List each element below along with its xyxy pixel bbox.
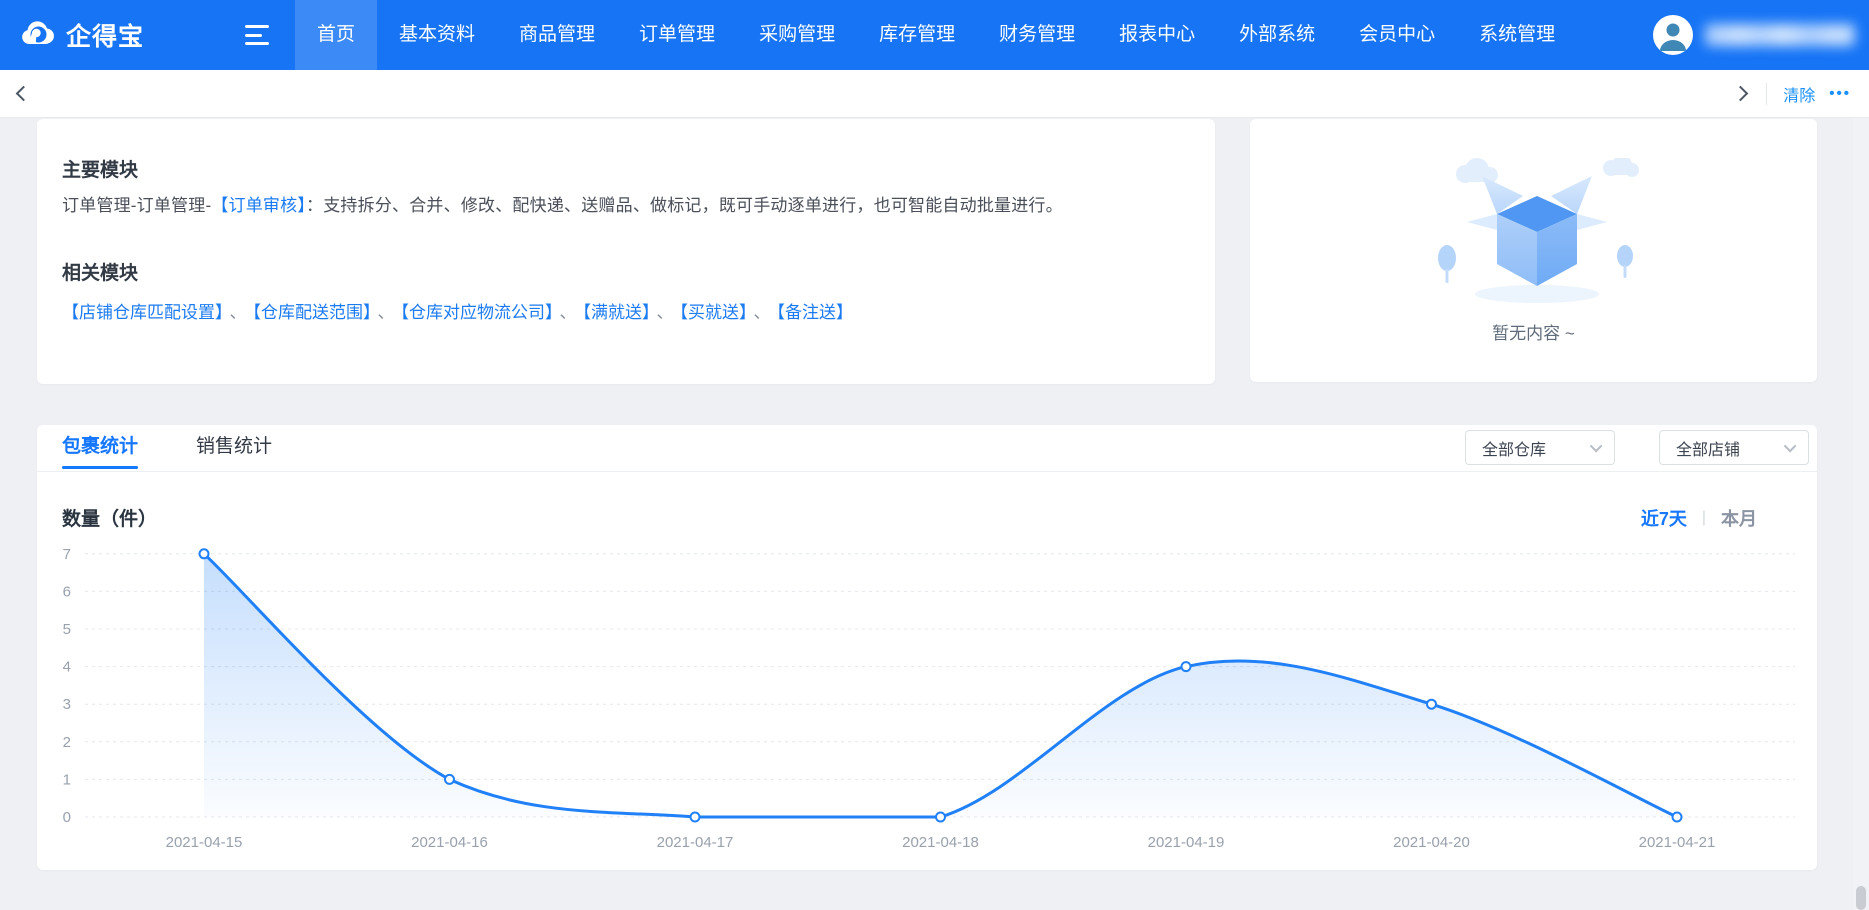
nav-item-home[interactable]: 首页 — [295, 0, 378, 70]
related-module-title: 相关模块 — [62, 263, 139, 284]
tab-package-stats[interactable]: 包裹统计 — [62, 425, 139, 469]
nav-item-basic-data[interactable]: 基本资料 — [399, 24, 476, 45]
nav-item-report-center[interactable]: 报表中心 — [1119, 24, 1196, 45]
nav-item-member-center[interactable]: 会员中心 — [1359, 24, 1436, 45]
stats-filters: 全部仓库 全部店铺 — [1465, 430, 1809, 465]
main-module-title: 主要模块 — [62, 160, 139, 181]
tab-sales-stats[interactable]: 销售统计 — [196, 436, 273, 457]
link-separator: 、 — [229, 303, 247, 322]
link-warehouse-delivery-range[interactable]: 【仓库配送范围】 — [252, 303, 372, 322]
nav-item-finance-mgmt[interactable]: 财务管理 — [999, 24, 1076, 45]
svg-text:7: 7 — [63, 546, 71, 563]
link-remark-gift[interactable]: 【备注送】 — [776, 303, 854, 322]
warehouse-select[interactable]: 全部仓库 — [1465, 430, 1615, 465]
module-path-text: 订单管理-订单管理- — [62, 196, 212, 215]
empty-state-text: 暂无内容 ~ — [1492, 323, 1575, 343]
chart-header: 数量（件） 近7天 | 本月 — [37, 504, 1817, 531]
link-separator: 、 — [656, 303, 674, 322]
link-separator: 、 — [377, 303, 395, 322]
shop-select-value: 全部店铺 — [1676, 441, 1741, 459]
range-last7days-button[interactable]: 近7天 — [1640, 508, 1687, 529]
more-menu-icon[interactable]: ••• — [1829, 85, 1851, 102]
chevron-down-icon — [1783, 439, 1797, 453]
link-buy-gift[interactable]: 【买就送】 — [679, 303, 748, 322]
svg-text:0: 0 — [63, 809, 71, 826]
navbar-user-area — [1653, 15, 1869, 55]
shop-select[interactable]: 全部店铺 — [1659, 430, 1809, 465]
chart-title: 数量（件） — [62, 509, 158, 530]
svg-text:2021-04-17: 2021-04-17 — [657, 834, 734, 851]
empty-box-illustration — [1437, 157, 1639, 303]
link-separator: 、 — [559, 303, 577, 322]
link-warehouse-logistics[interactable]: 【仓库对应物流公司】 — [400, 303, 554, 322]
nav-item-order-mgmt[interactable]: 订单管理 — [639, 24, 716, 45]
nav-item-external-system[interactable]: 外部系统 — [1239, 24, 1316, 45]
range-divider: | — [1701, 508, 1706, 526]
page-toolbar: 清除 ••• — [0, 70, 1869, 118]
nav-item-product-mgmt[interactable]: 商品管理 — [519, 24, 596, 45]
related-links-row: 【店铺仓库匹配设置】、【仓库配送范围】、【仓库对应物流公司】、【满就送】、【买就… — [62, 298, 1190, 323]
menu-collapse-icon[interactable] — [245, 25, 271, 45]
empty-content-card: 暂无内容 ~ — [1250, 119, 1817, 382]
svg-text:2021-04-19: 2021-04-19 — [1148, 834, 1225, 851]
nav-menu: 首页 基本资料 商品管理 订单管理 采购管理 库存管理 财务管理 报表中心 外部… — [295, 0, 1577, 70]
nav-item-inventory-mgmt[interactable]: 库存管理 — [879, 24, 956, 45]
user-icon — [1660, 23, 1686, 51]
svg-text:1: 1 — [63, 771, 71, 788]
svg-text:2021-04-15: 2021-04-15 — [166, 834, 243, 851]
package-count-area-chart: 0 1 2 3 4 5 6 7 2021-04-15 2021-04-16 2021-04-17 20… — [63, 546, 1795, 851]
nav-item-purchase-mgmt[interactable]: 采购管理 — [759, 24, 836, 45]
svg-text:6: 6 — [63, 583, 71, 600]
order-audit-link[interactable]: 【订单审核】 — [211, 196, 307, 215]
module-info-card: 主要模块 订单管理-订单管理-【订单审核】：支持拆分、合并、修改、配快递、送赠品… — [37, 119, 1215, 384]
page-scrollbar-track[interactable] — [1853, 70, 1869, 910]
svg-text:2021-04-20: 2021-04-20 — [1393, 834, 1470, 851]
back-chevron-icon[interactable] — [15, 85, 32, 102]
svg-text:3: 3 — [63, 696, 71, 713]
chevron-down-icon — [1589, 439, 1603, 453]
page-scrollbar-thumb[interactable] — [1856, 886, 1866, 910]
link-separator: 、 — [753, 303, 771, 322]
logo-cloud-icon — [22, 21, 54, 44]
warehouse-select-value: 全部仓库 — [1482, 441, 1547, 459]
svg-text:2021-04-16: 2021-04-16 — [411, 834, 488, 851]
app-title: 企得宝 — [66, 23, 145, 51]
svg-text:2021-04-18: 2021-04-18 — [902, 834, 979, 851]
clear-button[interactable]: 清除 — [1783, 87, 1816, 105]
svg-text:2021-04-21: 2021-04-21 — [1639, 834, 1716, 851]
link-full-gift[interactable]: 【满就送】 — [582, 303, 651, 322]
top-navbar: 企得宝 首页 基本资料 商品管理 订单管理 采购管理 库存管理 财务管理 报表中… — [0, 0, 1869, 70]
statistics-card: 包裹统计 销售统计 全部仓库 全部店铺 数量（件） 近7天 | 本月 — [37, 425, 1817, 870]
date-range-toggle: 近7天 | 本月 — [1641, 505, 1757, 531]
avatar[interactable] — [1653, 15, 1693, 55]
stats-tabs-row: 包裹统计 销售统计 全部仓库 全部店铺 — [37, 425, 1817, 472]
svg-text:2: 2 — [63, 734, 71, 751]
app-logo[interactable]: 企得宝 — [0, 17, 245, 53]
toolbar-divider — [1766, 82, 1768, 105]
forward-chevron-icon[interactable] — [1732, 85, 1749, 102]
main-module-description: 订单管理-订单管理-【订单审核】：支持拆分、合并、修改、配快递、送赠品、做标记，… — [62, 191, 1190, 216]
username-blurred[interactable] — [1705, 24, 1855, 46]
module-detail-text: ：支持拆分、合并、修改、配快递、送赠品、做标记，既可手动逐单进行，也可智能自动批… — [306, 196, 1063, 215]
svg-text:4: 4 — [63, 659, 71, 676]
range-thismonth-button[interactable]: 本月 — [1721, 508, 1757, 529]
nav-item-system-mgmt[interactable]: 系统管理 — [1479, 24, 1556, 45]
svg-text:5: 5 — [63, 621, 71, 638]
link-store-warehouse-match[interactable]: 【店铺仓库匹配设置】 — [62, 303, 224, 322]
